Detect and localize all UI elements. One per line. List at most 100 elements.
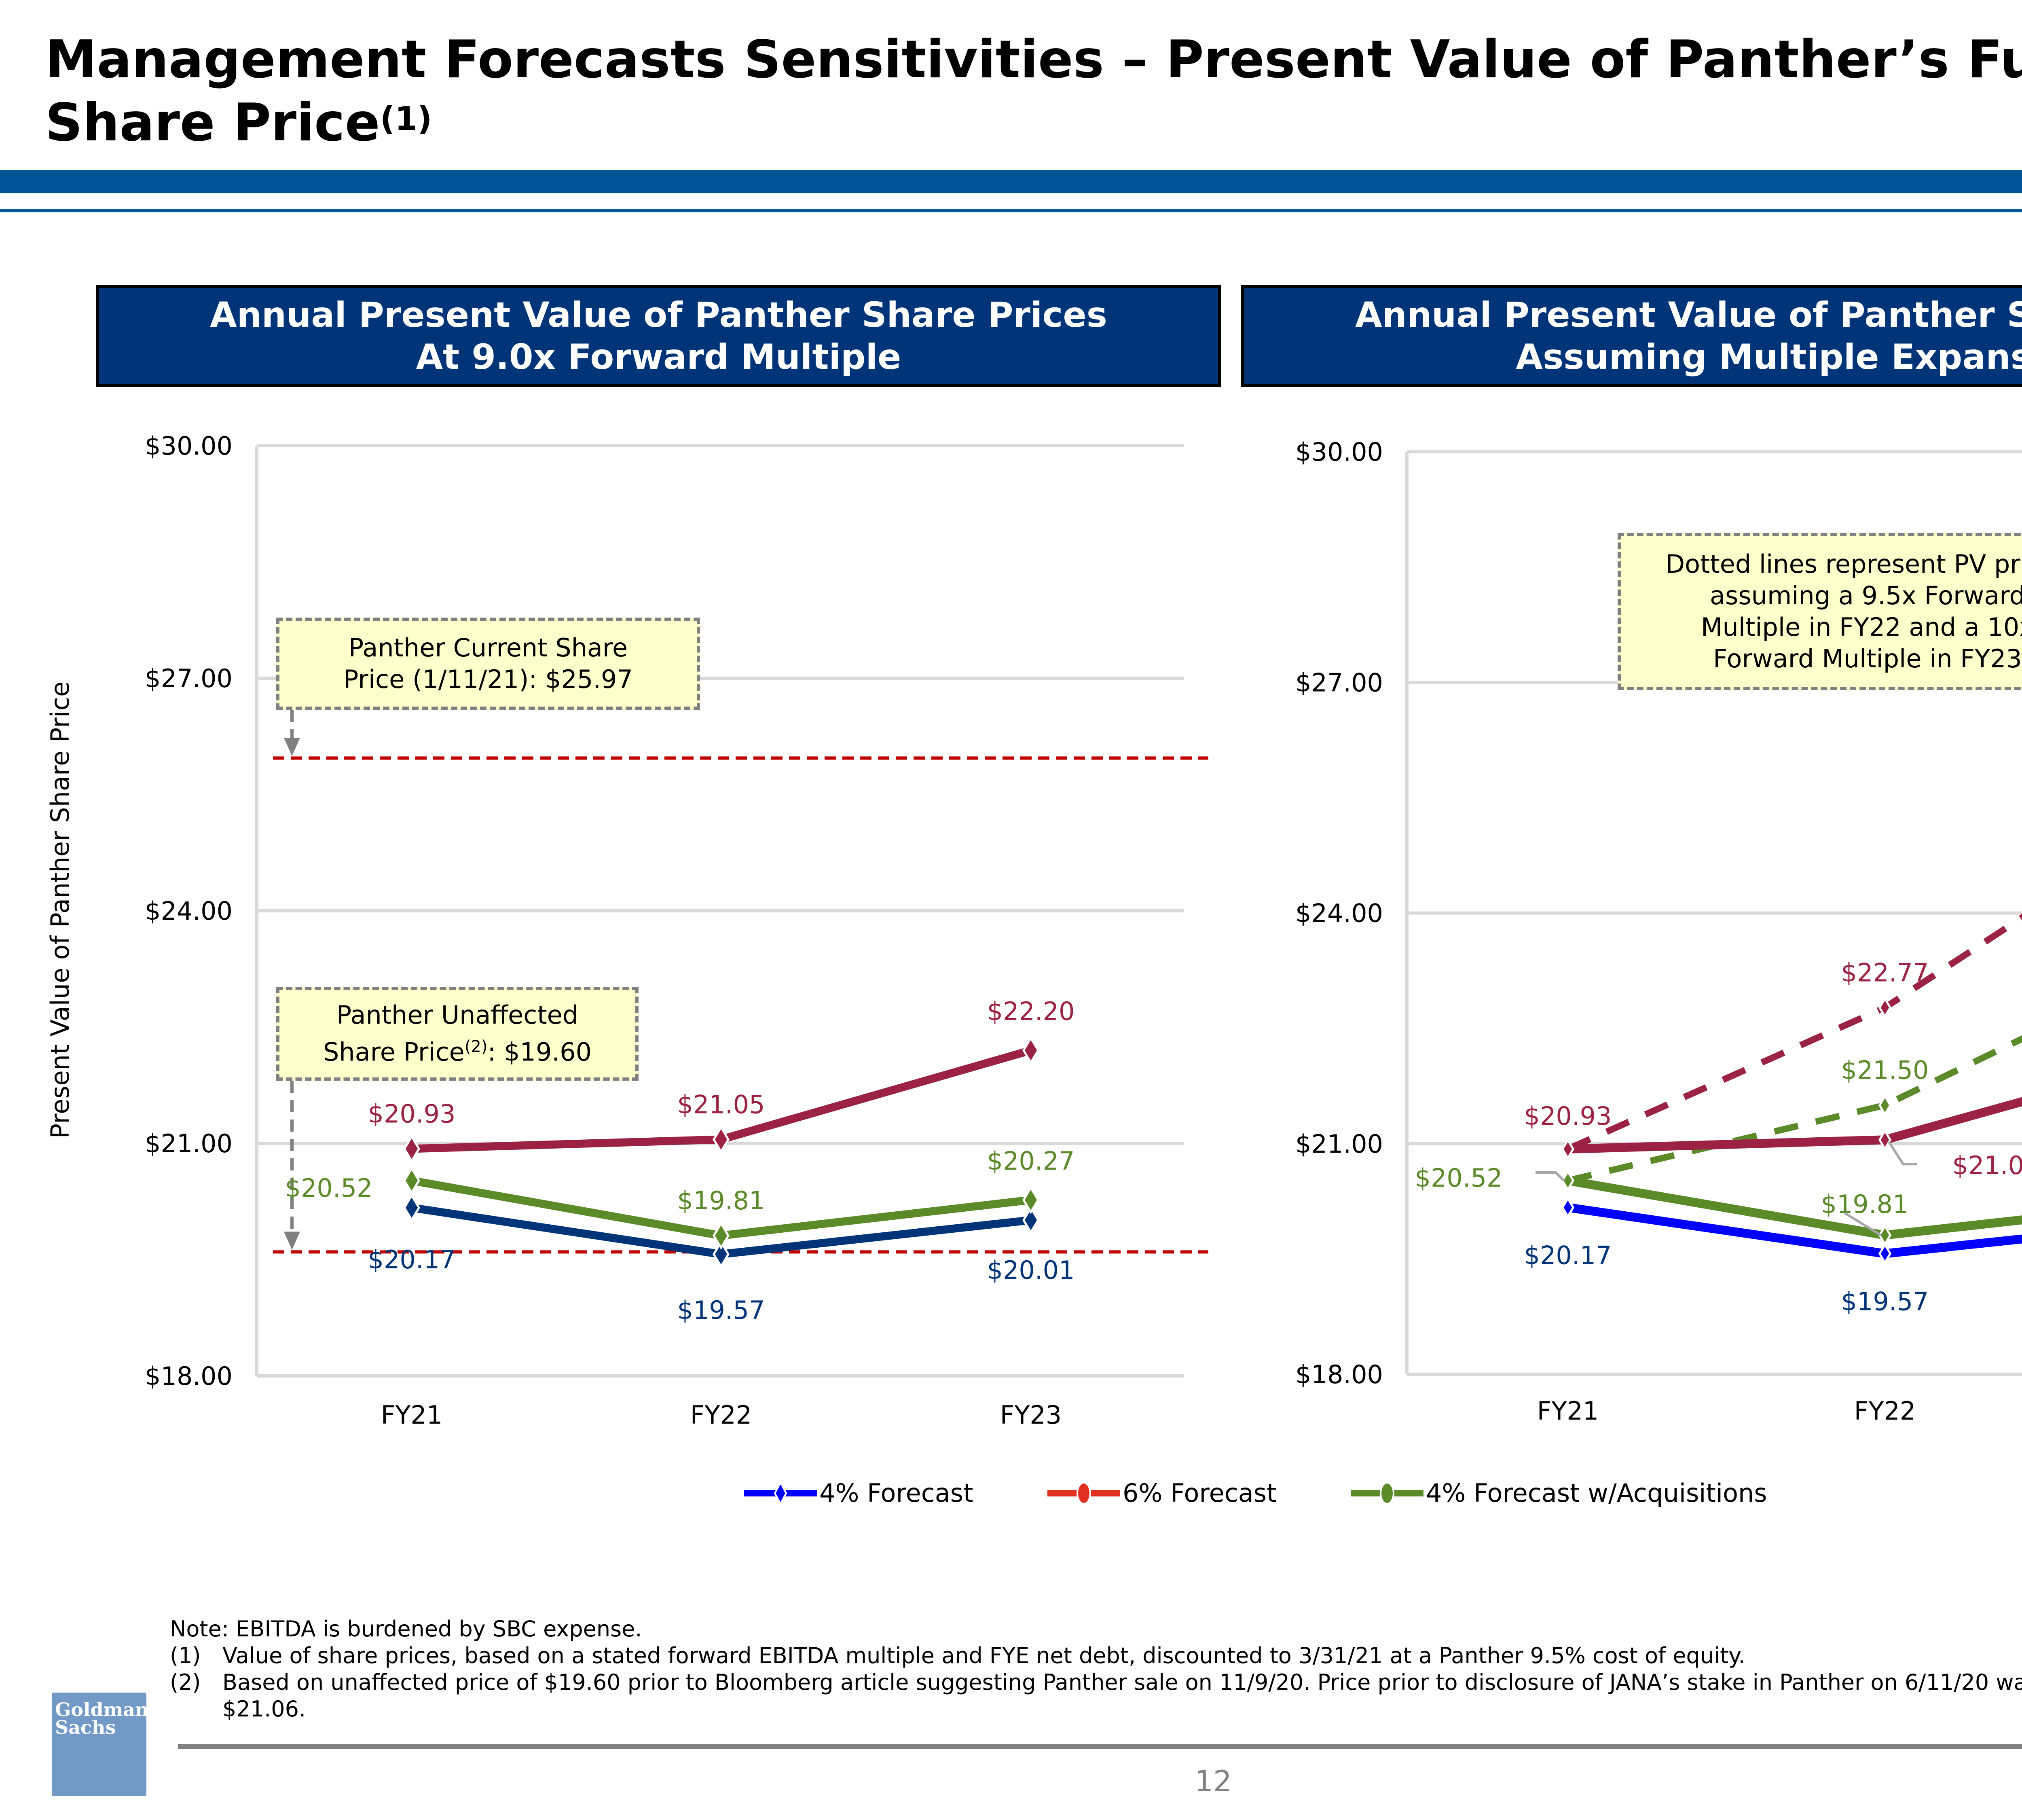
footnote-1-text: Value of share prices, based on a stated… <box>222 1643 1745 1668</box>
legend-item-6pct: 6% Forecast <box>1047 1478 1276 1508</box>
left-chart: $18.00 $21.00 $24.00 $27.00 $30.00 FY21 FY22 FY… <box>145 431 1208 1430</box>
x-tick-label: FY21 <box>381 1400 442 1430</box>
y-tick-label: $18.00 <box>145 1361 233 1391</box>
gs-logo-line2: Sachs <box>55 1716 116 1738</box>
right-panel-header-line2: Assuming Multiple Expansion <box>1516 336 2022 377</box>
footnote-2: (2) Based on unaffected price of $19.60 … <box>170 1669 2022 1723</box>
y-tick-label: $27.00 <box>1295 668 1383 697</box>
data-label: $20.17 <box>368 1245 456 1274</box>
callout-unaffected-text: Share Price <box>323 1037 465 1067</box>
y-tick-label: $27.00 <box>145 664 233 693</box>
data-point-marker <box>713 1240 730 1268</box>
left-panel-header-line1: Annual Present Value of Panther Share Pr… <box>210 294 1107 335</box>
goldman-sachs-logo: Goldman Sachs <box>52 1693 149 1796</box>
page-number: 12 <box>1195 1764 1232 1798</box>
title-footnote-ref: (1) <box>380 100 432 138</box>
data-point-marker <box>1878 1242 1892 1265</box>
right-chart: $18.00$21.00$24.00$27.00$30.00FY21FY22FY… <box>1295 437 2022 1426</box>
page-title-line1: Management Forecasts Sensitivities – Pre… <box>45 30 2022 90</box>
y-tick-label: $30.00 <box>145 431 233 461</box>
series-line <box>1567 1176 2022 1240</box>
data-label: $19.81 <box>1821 1189 1909 1219</box>
series-line <box>1567 1097 2022 1154</box>
callout-dotted-line1: Dotted lines represent PV prices <box>1665 549 2022 579</box>
callout-unaffected-line2: Share Price(2): $19.60 <box>279 1031 635 1068</box>
callout-unaffected-line1: Panther Unaffected <box>336 1000 579 1030</box>
y-tick-label: $30.00 <box>1295 437 1383 467</box>
arrow-head-icon <box>284 1232 300 1250</box>
page-title-line2-text: Share Price <box>45 93 380 153</box>
page-title-line2: Share Price(1) <box>45 91 2022 154</box>
arrow-head-icon <box>284 738 300 756</box>
y-tick-label: $21.00 <box>145 1129 233 1158</box>
data-label: $21.50 <box>1841 1056 1929 1085</box>
note-ebitda: Note: EBITDA is burdened by SBC expense. <box>170 1616 642 1642</box>
data-point-marker <box>1561 1196 1575 1219</box>
header-rule <box>0 209 2022 212</box>
data-label: $20.01 <box>987 1255 1075 1285</box>
data-label: $21.05 <box>677 1090 765 1119</box>
left-panel-header-line2: At 9.0x Forward Multiple <box>416 336 901 377</box>
x-tick-label: FY22 <box>690 1400 752 1430</box>
callout-dotted-line3: Multiple in FY22 and a 10x <box>1701 612 2022 642</box>
leader-line <box>1536 1171 1565 1182</box>
callout-dotted-lines: Dotted lines represent PV prices assumin… <box>1618 533 2022 690</box>
data-label: $20.52 <box>285 1173 373 1203</box>
data-point-marker <box>1022 1186 1039 1214</box>
footnotes: Note: EBITDA is burdened by SBC expense.… <box>170 1616 2022 1723</box>
callout-dotted-line2: assuming a 9.5x Forward <box>1710 581 2022 610</box>
y-tick-label: $21.00 <box>1295 1129 1383 1159</box>
data-label: $22.77 <box>1841 958 1929 987</box>
data-point-marker <box>1561 1138 1575 1160</box>
callout-footnote-ref: (2) <box>464 1037 488 1056</box>
legend-item-4pct: 4% Forecast <box>744 1478 973 1508</box>
data-point-marker <box>403 1166 420 1195</box>
series-line-dashed <box>1567 1035 2022 1184</box>
legend-item-4pct-acq: 4% Forecast w/Acquisitions <box>1351 1478 1767 1508</box>
data-point-marker <box>1878 1129 1892 1151</box>
data-point-marker <box>1878 997 1892 1019</box>
legend-label-4pct: 4% Forecast <box>819 1478 973 1508</box>
y-tick-label: $24.00 <box>1295 899 1383 928</box>
data-label: $19.57 <box>677 1295 765 1325</box>
data-point-marker <box>403 1134 420 1163</box>
data-label: $21.05 <box>1952 1151 2022 1180</box>
callout-unaffected-value: : $19.60 <box>487 1037 592 1067</box>
footer-rule <box>178 1744 2022 1749</box>
legend-label-6pct: 6% Forecast <box>1123 1478 1277 1508</box>
legend-marker-4pct-acq-icon <box>1351 1481 1423 1505</box>
y-tick-label: $24.00 <box>145 896 233 926</box>
legend-label-4pct-acq: 4% Forecast w/Acquisitions <box>1426 1478 1767 1508</box>
data-label: $20.93 <box>1524 1101 1612 1131</box>
data-label: $22.20 <box>987 997 1075 1026</box>
y-tick-label: $18.00 <box>1295 1360 1383 1389</box>
legend-marker-4pct-icon <box>744 1481 817 1505</box>
right-panel-header: Annual Present Value of Panther Share Pr… <box>1241 285 2022 387</box>
legend-marker-6pct-icon <box>1047 1481 1120 1505</box>
data-point-marker <box>403 1194 420 1222</box>
callout-current-line2: Price (1/11/21): $25.97 <box>343 665 633 694</box>
y-axis-label: Present Value of Panther Share Price <box>45 681 75 1139</box>
callout-current-line1: Panther Current Share <box>348 633 628 662</box>
callout-dotted-line4: Forward Multiple in FY23 <box>1713 644 2022 673</box>
data-point-marker <box>713 1221 730 1250</box>
leader-line <box>1888 1141 1917 1166</box>
x-tick-label: FY21 <box>1537 1396 1599 1426</box>
footnote-2-number: (2) <box>170 1670 201 1695</box>
header-band <box>0 170 2022 193</box>
callout-current-share-price: Panther Current Share Price (1/11/21): $… <box>276 618 700 710</box>
data-point-marker <box>1878 1094 1892 1116</box>
leader-line <box>1844 1212 1882 1236</box>
x-tick-label: FY22 <box>1854 1396 1916 1426</box>
footnote-2-text: Based on unaffected price of $19.60 prio… <box>222 1670 2022 1722</box>
data-label: $20.27 <box>987 1146 1075 1176</box>
callout-unaffected-share-price: Panther Unaffected Share Price(2): $19.6… <box>276 987 639 1081</box>
data-point-marker <box>1022 1206 1039 1234</box>
footnote-1: (1) Value of share prices, based on a st… <box>170 1642 2022 1669</box>
gs-logo-line1: Goldman <box>55 1699 149 1721</box>
data-label: $19.57 <box>1841 1287 1929 1316</box>
series-line-dashed <box>1566 914 2022 1152</box>
page-title: Management Forecasts Sensitivities – Pre… <box>45 28 2022 154</box>
data-point-marker <box>1878 1224 1892 1246</box>
